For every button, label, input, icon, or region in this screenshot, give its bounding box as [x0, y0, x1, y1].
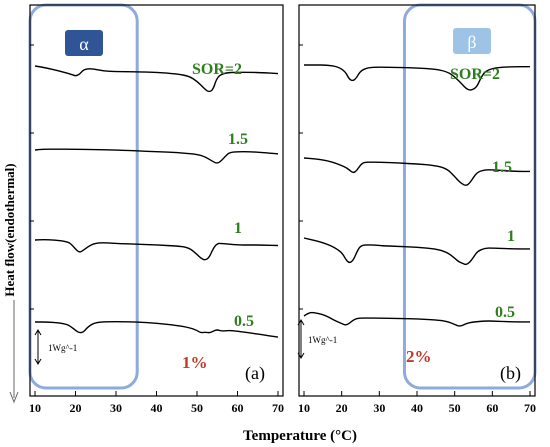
series-label: 1 [507, 228, 515, 245]
series-label: 0.5 [495, 304, 515, 321]
x-tick-label: 60 [486, 401, 498, 415]
x-tick-label: 10 [298, 401, 310, 415]
dsc-trace-4 [35, 321, 279, 338]
dsc-trace-1 [34, 65, 279, 93]
dsc-trace-3 [303, 237, 530, 266]
scale-bar-label: 1Wg^-1 [48, 343, 77, 353]
series-label: SOR=2 [192, 61, 242, 78]
x-tick-label: 70 [524, 401, 536, 415]
phase-badge [453, 28, 491, 54]
series-label: 1 [234, 220, 242, 237]
x-axis-label: Temperature (°C) [243, 428, 357, 444]
panel-label: (a) [245, 363, 265, 384]
x-tick-label: 70 [272, 401, 284, 415]
scale-bar-label: 1Wg^-1 [308, 335, 337, 345]
concentration-label: 2% [406, 347, 432, 366]
x-tick-label: 50 [191, 401, 203, 415]
dsc-trace-1 [304, 64, 530, 91]
series-label: 0.5 [234, 313, 254, 330]
highlight-box [402, 3, 537, 390]
series-label: 1.5 [492, 159, 512, 176]
label-layer: SOR=2 1.5 1 0.5 α 1Wg^-1 1% (a) SOR=2 1.5 1 0.5 β 1Wg… [34, 28, 521, 384]
panel-label: (b) [500, 363, 521, 384]
scale-bar-arrow-down [297, 352, 305, 359]
x-tick-label: 40 [411, 401, 423, 415]
x-tick-label: 40 [151, 401, 163, 415]
x-tick-label: 60 [232, 401, 244, 415]
y-axis-label: Heat flow(endothermal) [2, 163, 17, 296]
dsc-trace-2 [303, 157, 530, 186]
series-label: 1.5 [228, 131, 248, 148]
dsc-trace-4 [303, 311, 530, 327]
concentration-label: 1% [182, 353, 208, 372]
x-tick-label: 10 [29, 401, 41, 415]
x-tick-label: 20 [70, 401, 82, 415]
phase-badge-label: β [467, 32, 476, 52]
phase-badge [65, 30, 103, 56]
tick-layer: 10 20 30 40 50 60 70 10 20 30 40 50 60 70 [29, 44, 536, 415]
dsc-trace-3 [34, 239, 279, 261]
x-tick-label: 30 [110, 401, 122, 415]
scale-bar-arrow-up [34, 329, 42, 336]
scale-bar-arrow-down [34, 358, 42, 365]
y-axis-arrow [9, 300, 19, 404]
highlight-box [28, 3, 139, 390]
dsc-trace-2 [34, 148, 279, 164]
scale-bar-arrow-up [297, 319, 305, 326]
x-tick-label: 50 [449, 401, 461, 415]
frame-layer [29, 4, 536, 397]
phase-badge-label: α [79, 34, 89, 54]
trace-layer [34, 64, 530, 338]
panel-frame [29, 4, 284, 397]
series-label: SOR=2 [450, 66, 500, 83]
x-tick-label: 20 [336, 401, 348, 415]
x-tick-label: 30 [373, 401, 385, 415]
